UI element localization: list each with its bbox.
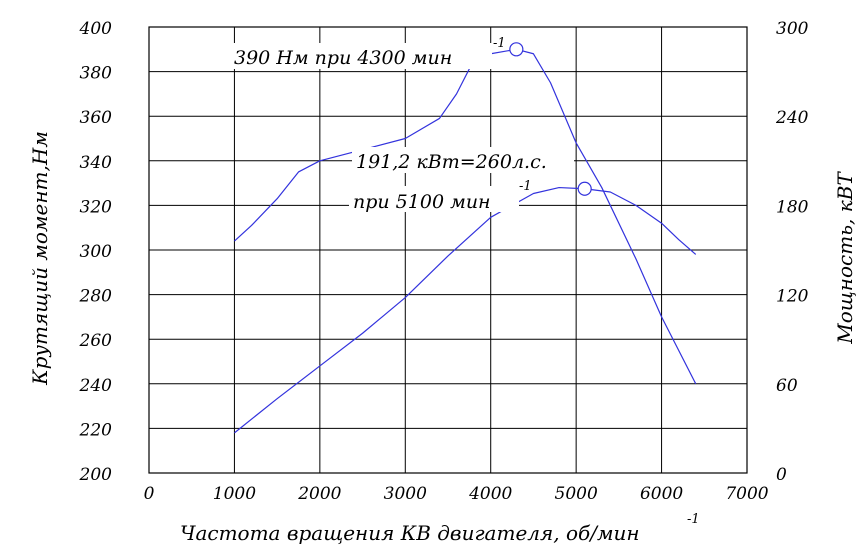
y-left-tick-label: 240 bbox=[79, 376, 113, 396]
x-tick-label: 2000 bbox=[297, 484, 341, 504]
y-left-tick-label: 200 bbox=[79, 465, 113, 485]
power-peak-sup: -1 bbox=[519, 179, 532, 194]
y-right-tick-label: 240 bbox=[775, 108, 809, 128]
x-tick-label: 6000 bbox=[640, 484, 683, 504]
power-peak-annotation: 191,2 кВт=260л.с. при 5100 мин -1 bbox=[349, 147, 574, 213]
power-peak-rpm-label: при 5100 мин bbox=[353, 191, 491, 213]
torque-curve bbox=[234, 48, 697, 385]
y-left-axis-title: Крутящий момент,Нм bbox=[28, 131, 52, 386]
power-peak-label: 191,2 кВт=260л.с. bbox=[356, 151, 547, 173]
power-curve bbox=[234, 186, 697, 434]
x-tick-label: 3000 bbox=[384, 484, 427, 504]
power-peak-marker bbox=[577, 181, 592, 196]
y-right-tick-label: 0 bbox=[776, 465, 787, 485]
y-right-tick-label: 180 bbox=[776, 197, 809, 217]
y-left-tick-label: 260 bbox=[79, 331, 113, 351]
y-right-tick-label: 120 bbox=[776, 287, 809, 307]
torque-peak-annotation: 390 Нм при 4300 мин -1 bbox=[230, 36, 506, 69]
torque-peak-sup: -1 bbox=[493, 36, 506, 51]
y-left-tick-label: 360 bbox=[80, 108, 113, 128]
torque-peak-label: 390 Нм при 4300 мин bbox=[234, 47, 452, 69]
y-right-tick-label: 300 bbox=[776, 19, 809, 39]
y-left-tick-label: 320 bbox=[80, 197, 113, 217]
peak-markers bbox=[509, 42, 592, 196]
torque-peak-marker bbox=[509, 42, 524, 57]
grid bbox=[148, 26, 748, 474]
x-axis-title: Частота вращения КВ двигателя, об/мин bbox=[180, 521, 640, 545]
y-right-tick-label: 60 bbox=[776, 376, 798, 396]
y-left-tick-label: 400 bbox=[79, 19, 113, 39]
tick-labels: 0 1000 2000 3000 4000 5000 6000 700020022024026… bbox=[79, 19, 809, 504]
torque-annotation-bg bbox=[230, 43, 492, 69]
y-left-tick-label: 340 bbox=[80, 153, 113, 173]
x-tick-label: 5000 bbox=[555, 484, 598, 504]
x-tick-label: 7000 bbox=[725, 484, 768, 504]
x-axis-title-sup: -1 bbox=[687, 512, 700, 527]
x-tick-label: 4000 bbox=[468, 484, 512, 504]
power-annotation-bg-1 bbox=[352, 147, 574, 173]
curves bbox=[234, 48, 697, 434]
power-annotation-bg-2 bbox=[349, 186, 519, 212]
y-right-axis-title: Мощность, кВТ bbox=[833, 171, 857, 345]
y-left-tick-label: 380 bbox=[80, 64, 113, 84]
x-tick-label: 1000 bbox=[213, 484, 256, 504]
plot-frame bbox=[148, 26, 748, 474]
x-tick-label: 0 bbox=[144, 484, 155, 504]
y-left-tick-label: 280 bbox=[79, 287, 113, 307]
y-left-tick-label: 300 bbox=[80, 242, 113, 262]
y-left-tick-label: 220 bbox=[79, 420, 113, 440]
